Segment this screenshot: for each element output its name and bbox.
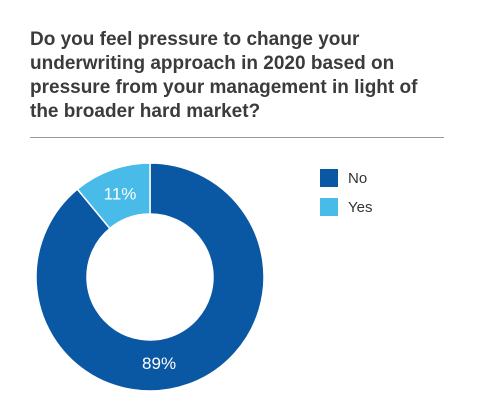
chart-title: Do you feel pressure to change your unde… — [30, 29, 418, 122]
legend-swatch-no — [320, 169, 338, 187]
donut-slice-no — [35, 162, 265, 392]
legend: No Yes — [320, 169, 372, 227]
legend-label-no: No — [348, 169, 368, 187]
legend-swatch-yes — [320, 198, 338, 216]
data-label-yes: 11% — [104, 185, 137, 204]
data-label-no: 89% — [142, 354, 176, 373]
legend-item-no: No — [320, 169, 372, 187]
title-divider — [30, 137, 444, 138]
legend-label-yes: Yes — [348, 198, 373, 216]
donut-slice-yes — [76, 162, 151, 230]
legend-item-yes: Yes — [320, 198, 372, 216]
